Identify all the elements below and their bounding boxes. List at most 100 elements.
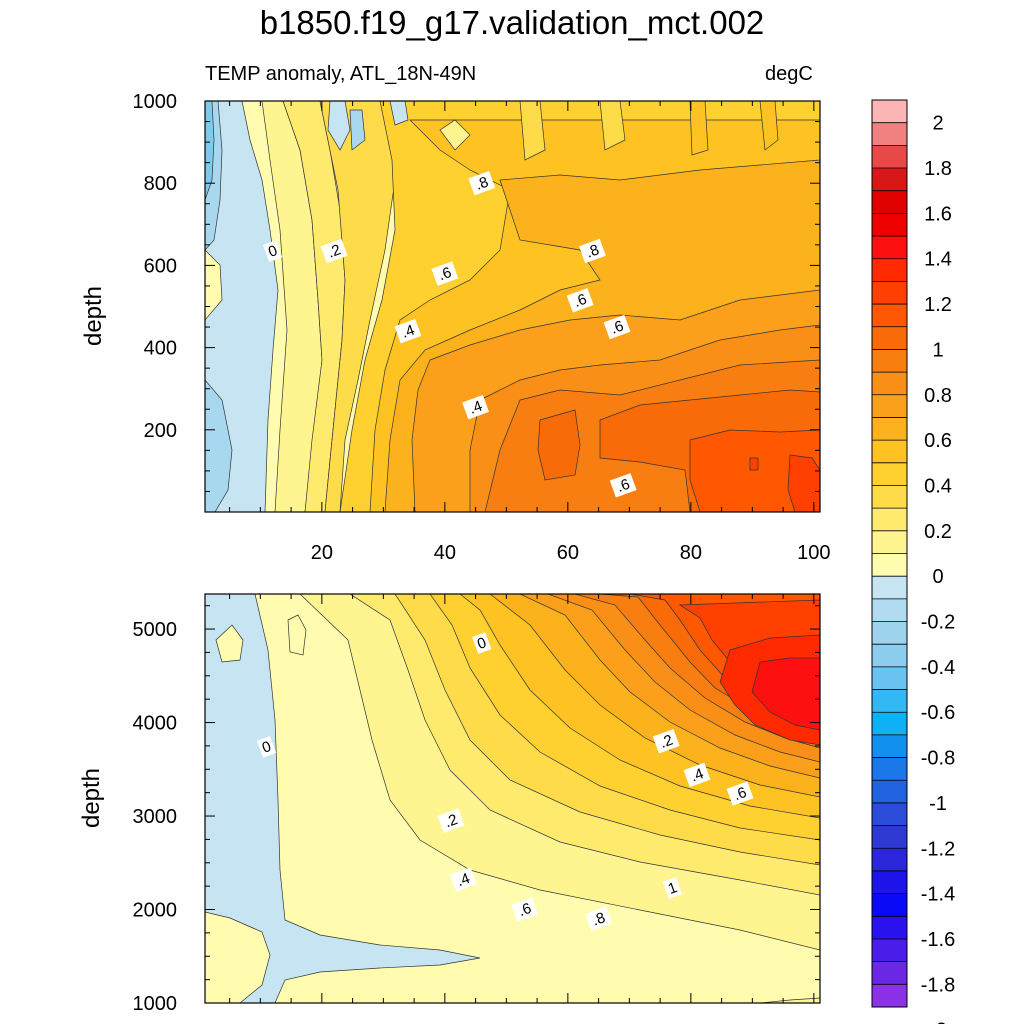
colorbar-swatch bbox=[872, 440, 907, 464]
upper-y-axis-title: depth bbox=[80, 286, 107, 346]
colorbar: 2 1.8 1.6 1.4 1.2 1 0.8 0.6 0.4 0.2 0 -0.2 -0.4 -0.6 -… bbox=[871, 99, 955, 1024]
contour-label: .6 bbox=[431, 261, 459, 286]
svg-text:.4: .4 bbox=[688, 765, 706, 785]
colorbar-swatch bbox=[872, 712, 907, 736]
colorbar-swatch bbox=[872, 553, 907, 577]
colorbar-label: -0.4 bbox=[921, 657, 955, 679]
svg-text:.6: .6 bbox=[572, 291, 590, 311]
colorbar-label: -0.6 bbox=[921, 702, 955, 724]
colorbar-swatch bbox=[872, 938, 907, 962]
colorbar-swatch bbox=[872, 757, 907, 781]
x-tick-label: 100 bbox=[797, 542, 830, 564]
colorbar-swatch bbox=[872, 213, 907, 237]
colorbar-label: 0.2 bbox=[924, 521, 952, 543]
colorbar-swatch bbox=[872, 462, 907, 486]
svg-text:.6: .6 bbox=[615, 476, 633, 496]
y-tick-label: 1000 bbox=[133, 993, 178, 1015]
contour-label: .8 bbox=[585, 906, 613, 932]
contour-label: .6 bbox=[726, 781, 754, 806]
contour-label: 1 bbox=[662, 877, 683, 899]
contour-label: .6 bbox=[603, 314, 631, 340]
contour-label: 0 bbox=[472, 632, 492, 654]
colorbar-swatch bbox=[872, 802, 907, 826]
svg-text:.2: .2 bbox=[326, 241, 344, 261]
colorbar-label: 1.6 bbox=[924, 203, 952, 225]
colorbar-swatch bbox=[872, 984, 907, 1008]
colorbar-swatch bbox=[872, 734, 907, 758]
colorbar-label: 2 bbox=[932, 113, 943, 135]
colorbar-swatch bbox=[872, 870, 907, 894]
contour-label: .6 bbox=[609, 473, 637, 498]
svg-text:.6: .6 bbox=[436, 264, 454, 284]
colorbar-swatch bbox=[872, 485, 907, 509]
colorbar-swatch bbox=[872, 530, 907, 554]
colorbar-swatch bbox=[872, 145, 907, 169]
colorbar-swatch bbox=[872, 689, 907, 713]
colorbar-label: -1.4 bbox=[921, 884, 955, 906]
y-tick-label: 1000 bbox=[133, 91, 178, 113]
colorbar-label: 0.6 bbox=[924, 430, 952, 452]
colorbar-label: 1.4 bbox=[924, 249, 952, 271]
colorbar-swatch bbox=[872, 916, 907, 940]
chart-title: b1850.f19_g17.validation_mct.002 bbox=[259, 4, 765, 41]
svg-text:.6: .6 bbox=[731, 784, 749, 804]
lower-panel-contour-labels: .8 .6 1 .4 .2 .6 .4 .2 0 0 bbox=[256, 632, 754, 932]
contour-label: .2 bbox=[437, 808, 465, 833]
colorbar-swatch bbox=[872, 666, 907, 690]
colorbar-swatch bbox=[872, 349, 907, 373]
contour-label: .2 bbox=[652, 729, 680, 754]
x-tick-label: 40 bbox=[434, 542, 456, 564]
colorbar-swatch bbox=[872, 893, 907, 917]
contour-label: .4 bbox=[449, 867, 477, 892]
y-tick-label: 4000 bbox=[133, 713, 178, 735]
colorbar-swatch bbox=[872, 961, 907, 985]
x-tick-label: 60 bbox=[557, 542, 579, 564]
colorbar-label: 1.8 bbox=[924, 158, 952, 180]
contour-label: .8 bbox=[468, 170, 496, 196]
y-tick-label: 600 bbox=[144, 255, 177, 277]
contour-label: .4 bbox=[394, 318, 422, 344]
colorbar-swatch bbox=[872, 304, 907, 328]
colorbar-swatch bbox=[872, 780, 907, 804]
svg-text:.8: .8 bbox=[473, 174, 491, 194]
y-tick-label: 200 bbox=[144, 420, 177, 442]
colorbar-label: -1.8 bbox=[921, 974, 955, 996]
colorbar-swatch bbox=[872, 258, 907, 282]
colorbar-label: -0.2 bbox=[921, 612, 955, 634]
colorbar-swatch bbox=[872, 825, 907, 849]
y-tick-label: 800 bbox=[144, 173, 177, 195]
contour-label: .8 bbox=[579, 238, 606, 264]
colorbar-swatch bbox=[872, 644, 907, 668]
svg-text:.4: .4 bbox=[399, 322, 417, 342]
colorbar-swatch bbox=[872, 372, 907, 396]
svg-text:.2: .2 bbox=[442, 811, 460, 831]
y-tick-label: 5000 bbox=[133, 619, 178, 641]
contour-label: .4 bbox=[683, 762, 711, 788]
colorbar-swatch bbox=[872, 394, 907, 418]
colorbar-swatch bbox=[872, 326, 907, 350]
colorbar-label: 1 bbox=[932, 339, 943, 361]
colorbar-label: -0.8 bbox=[921, 748, 955, 770]
contour-label: .4 bbox=[462, 394, 490, 420]
colorbar-swatch bbox=[872, 236, 907, 260]
contour-label: .2 bbox=[320, 238, 348, 264]
colorbar-label: -1 bbox=[929, 793, 947, 815]
svg-text:.6: .6 bbox=[608, 317, 626, 337]
y-tick-label: 400 bbox=[144, 338, 177, 360]
colorbar-label: -1.2 bbox=[921, 838, 955, 860]
contour-label: .6 bbox=[566, 288, 594, 313]
svg-text:.6: .6 bbox=[516, 900, 534, 920]
units-subtitle: degC bbox=[765, 63, 813, 85]
svg-text:.2: .2 bbox=[658, 732, 676, 752]
colorbar-label: -1.6 bbox=[921, 929, 955, 951]
colorbar-swatch bbox=[872, 122, 907, 146]
colorbar-label: 0 bbox=[932, 566, 943, 588]
contour-label: 0 bbox=[262, 240, 283, 262]
colorbar-swatch bbox=[872, 621, 907, 645]
lower-y-axis-title: depth bbox=[78, 768, 105, 828]
colorbar-swatch bbox=[872, 281, 907, 305]
colorbar-label: 1.2 bbox=[924, 294, 952, 316]
x-tick-label: 20 bbox=[311, 542, 333, 564]
svg-text:.4: .4 bbox=[455, 870, 473, 890]
colorbar-swatch bbox=[872, 598, 907, 622]
